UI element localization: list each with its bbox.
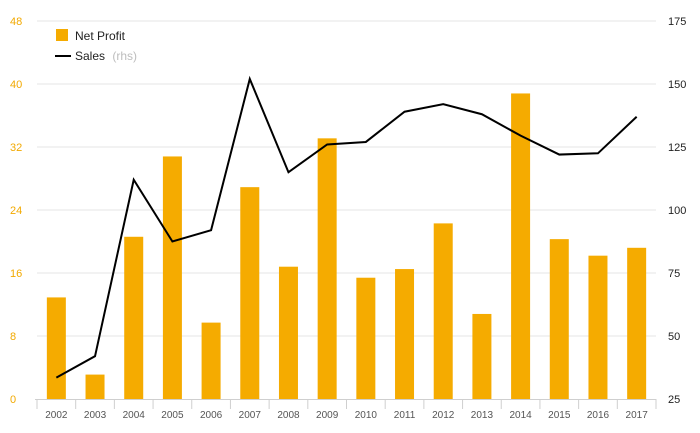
- y-left-tick-label-32: 32: [10, 142, 22, 154]
- y-right-tick-label-150: 150: [668, 79, 686, 91]
- bar-net-profit-2002: [46, 297, 66, 399]
- bar-net-profit-2008: [278, 266, 298, 399]
- bar-net-profit-2005: [162, 156, 182, 399]
- y-left-tick-label-48: 48: [10, 16, 22, 28]
- x-tick-label-2008: 2008: [277, 410, 300, 421]
- y-right-tick-label-175: 175: [668, 16, 686, 28]
- bar-net-profit-2016: [588, 255, 608, 399]
- bar-net-profit-2014: [511, 93, 531, 399]
- bar-net-profit-2007: [240, 187, 260, 399]
- x-tick-label-2011: 2011: [394, 410, 416, 421]
- y-right-tick-label-50: 50: [668, 331, 680, 343]
- x-tick-label-2012: 2012: [432, 410, 455, 421]
- bar-net-profit-2013: [472, 313, 492, 399]
- x-tick-label-2007: 2007: [239, 410, 262, 421]
- bar-net-profit-2015: [549, 239, 569, 399]
- bar-net-profit-2003: [85, 374, 105, 399]
- bar-net-profit-2004: [124, 236, 144, 399]
- x-tick-label-2014: 2014: [509, 410, 532, 421]
- legend-label-sales-suffix: (rhs): [112, 49, 137, 63]
- y-left-tick-label-8: 8: [10, 331, 16, 343]
- bar-net-profit-2012: [433, 223, 453, 399]
- axes: 0 8 16 24 32 40 48 25 50 75 100 125 150 175 2002 2003 20…: [10, 16, 686, 421]
- x-tick-label-2003: 2003: [84, 410, 107, 421]
- bar-net-profit-2010: [356, 277, 376, 399]
- x-tick-label-2010: 2010: [355, 410, 378, 421]
- legend-label-sales-name: Sales: [75, 49, 105, 63]
- legend-label-sales: Sales (rhs): [75, 49, 137, 63]
- y-right-tick-label-75: 75: [668, 268, 680, 280]
- y-left-tick-label-40: 40: [10, 79, 22, 91]
- bar-net-profit-2006: [201, 322, 221, 399]
- y-right-tick-label-100: 100: [668, 205, 686, 217]
- x-tick-label-2006: 2006: [200, 410, 223, 421]
- bar-net-profit-2009: [317, 138, 337, 399]
- x-tick-label-2013: 2013: [471, 410, 494, 421]
- x-tick-label-2016: 2016: [587, 410, 610, 421]
- sales-line: [55, 75, 638, 379]
- y-left-tick-label-0: 0: [10, 394, 16, 406]
- sales-line-layer: [55, 75, 638, 379]
- x-tick-label-2005: 2005: [161, 410, 184, 421]
- legend-label-net-profit: Net Profit: [75, 29, 126, 43]
- x-tick-label-2004: 2004: [123, 410, 146, 421]
- x-tick-label-2015: 2015: [548, 410, 571, 421]
- y-left-tick-label-16: 16: [10, 268, 22, 280]
- x-tick-label-2017: 2017: [626, 410, 649, 421]
- x-tick-label-2002: 2002: [45, 410, 68, 421]
- legend: Net Profit Sales (rhs): [55, 29, 137, 63]
- legend-swatch-net-profit: [56, 29, 68, 41]
- x-tick-label-2009: 2009: [316, 410, 339, 421]
- bar-net-profit-2017: [627, 247, 647, 399]
- net-profit-bars: [46, 93, 647, 399]
- y-left-tick-label-24: 24: [10, 205, 22, 217]
- y-right-tick-label-25: 25: [668, 394, 680, 406]
- y-right-tick-label-125: 125: [668, 142, 686, 154]
- bar-net-profit-2011: [395, 269, 415, 399]
